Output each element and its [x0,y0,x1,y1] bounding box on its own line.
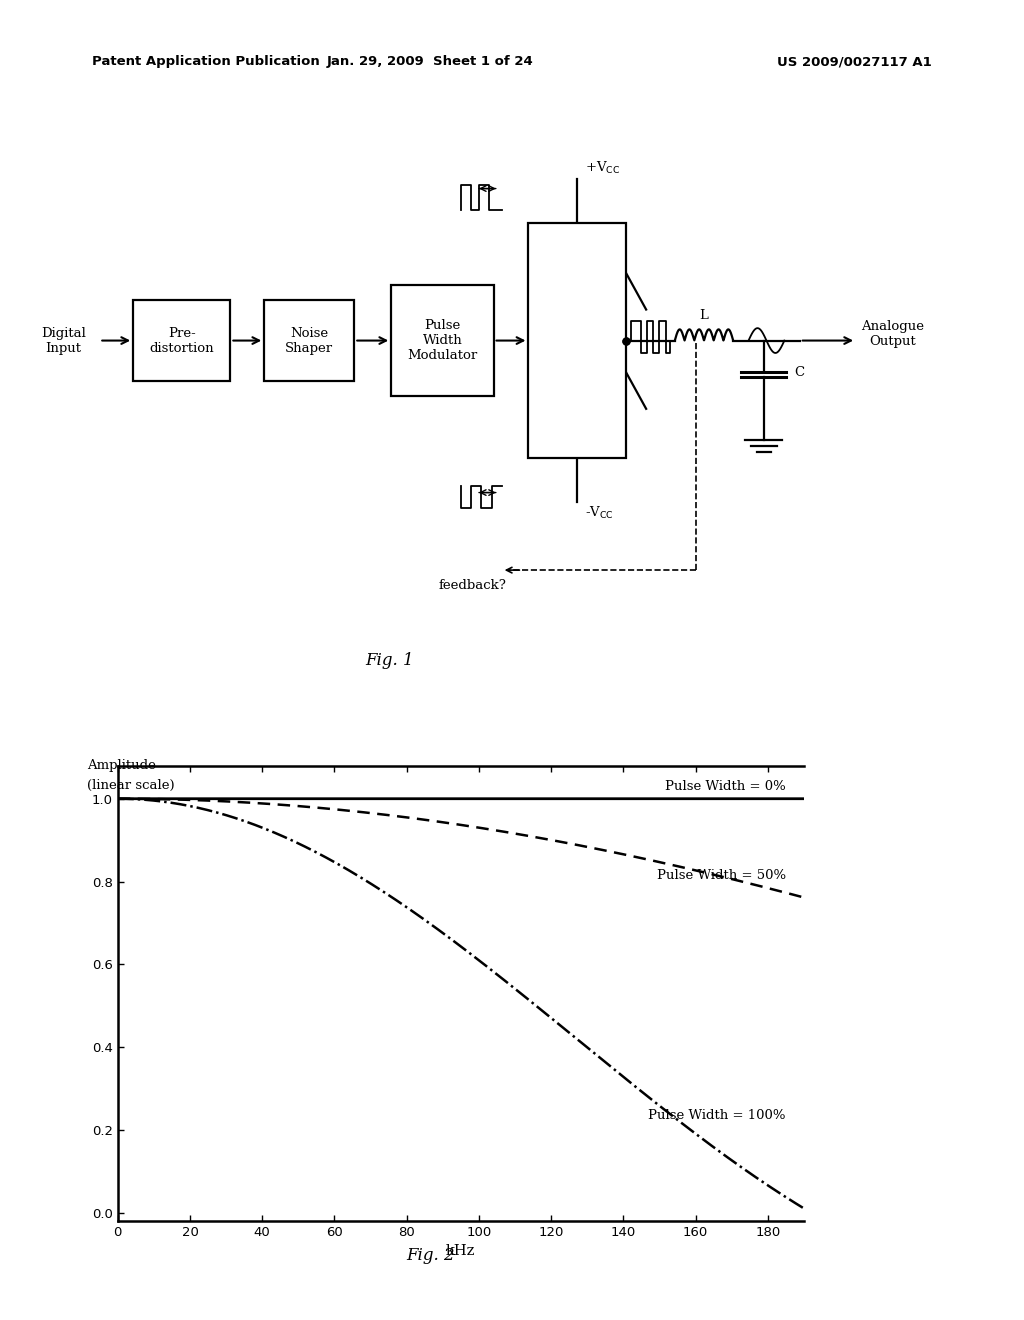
Text: Jan. 29, 2009  Sheet 1 of 24: Jan. 29, 2009 Sheet 1 of 24 [327,55,534,69]
Text: Digital
Input: Digital Input [41,326,86,355]
Bar [391,285,494,396]
Bar [528,223,626,458]
Text: Pulse Width = 100%: Pulse Width = 100% [648,1109,785,1122]
Bar [264,300,354,381]
Text: Fig. 2: Fig. 2 [406,1247,455,1265]
Text: US 2009/0027117 A1: US 2009/0027117 A1 [777,55,932,69]
Text: feedback?: feedback? [439,579,507,593]
Text: Pulse Width = 0%: Pulse Width = 0% [665,780,785,792]
Text: C: C [795,367,805,379]
Text: Analogue
Output: Analogue Output [861,321,925,348]
Text: L: L [699,309,709,322]
Text: Pulse Width = 50%: Pulse Width = 50% [656,869,785,882]
Text: Amplitude: Amplitude [87,759,156,772]
X-axis label: kHz: kHz [446,1245,475,1258]
Text: -V$_{\sf CC}$: -V$_{\sf CC}$ [586,506,613,521]
Text: (linear scale): (linear scale) [87,779,175,792]
Text: Noise
Shaper: Noise Shaper [286,326,333,355]
Text: Pulse
Width
Modulator: Pulse Width Modulator [408,319,477,362]
Text: +V$_{\sf CC}$: +V$_{\sf CC}$ [586,160,621,176]
Text: Fig. 1: Fig. 1 [365,652,414,668]
Bar [133,300,230,381]
Text: Patent Application Publication: Patent Application Publication [92,55,319,69]
Text: Pre-
distortion: Pre- distortion [150,326,214,355]
